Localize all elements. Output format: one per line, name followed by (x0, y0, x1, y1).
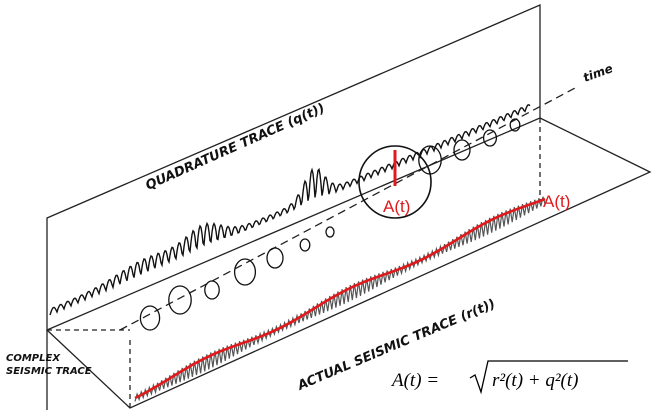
time-label: time (581, 61, 614, 85)
loop (205, 281, 219, 299)
amplitude-label: A(t) (543, 192, 570, 211)
amplitude-label: A(t) (383, 197, 410, 216)
formula-radicand: r²(t) + q²(t) (492, 370, 578, 391)
loop (267, 248, 283, 268)
loop (235, 259, 256, 285)
loop (419, 146, 441, 174)
loop (300, 239, 310, 251)
diagram: QUADRATURE TRACE (q(t)) time A(t) A(t) C… (0, 0, 657, 410)
complex-label: SEISMIC TRACE (6, 366, 92, 377)
quadrature-trace (50, 105, 530, 315)
loop (326, 227, 334, 237)
loop (454, 140, 470, 160)
loop (169, 286, 191, 314)
quadrature-label: QUADRATURE TRACE (q(t)) (144, 101, 328, 194)
formula-lhs: A(t) = (390, 370, 439, 391)
complex-label: COMPLEX (6, 353, 61, 364)
